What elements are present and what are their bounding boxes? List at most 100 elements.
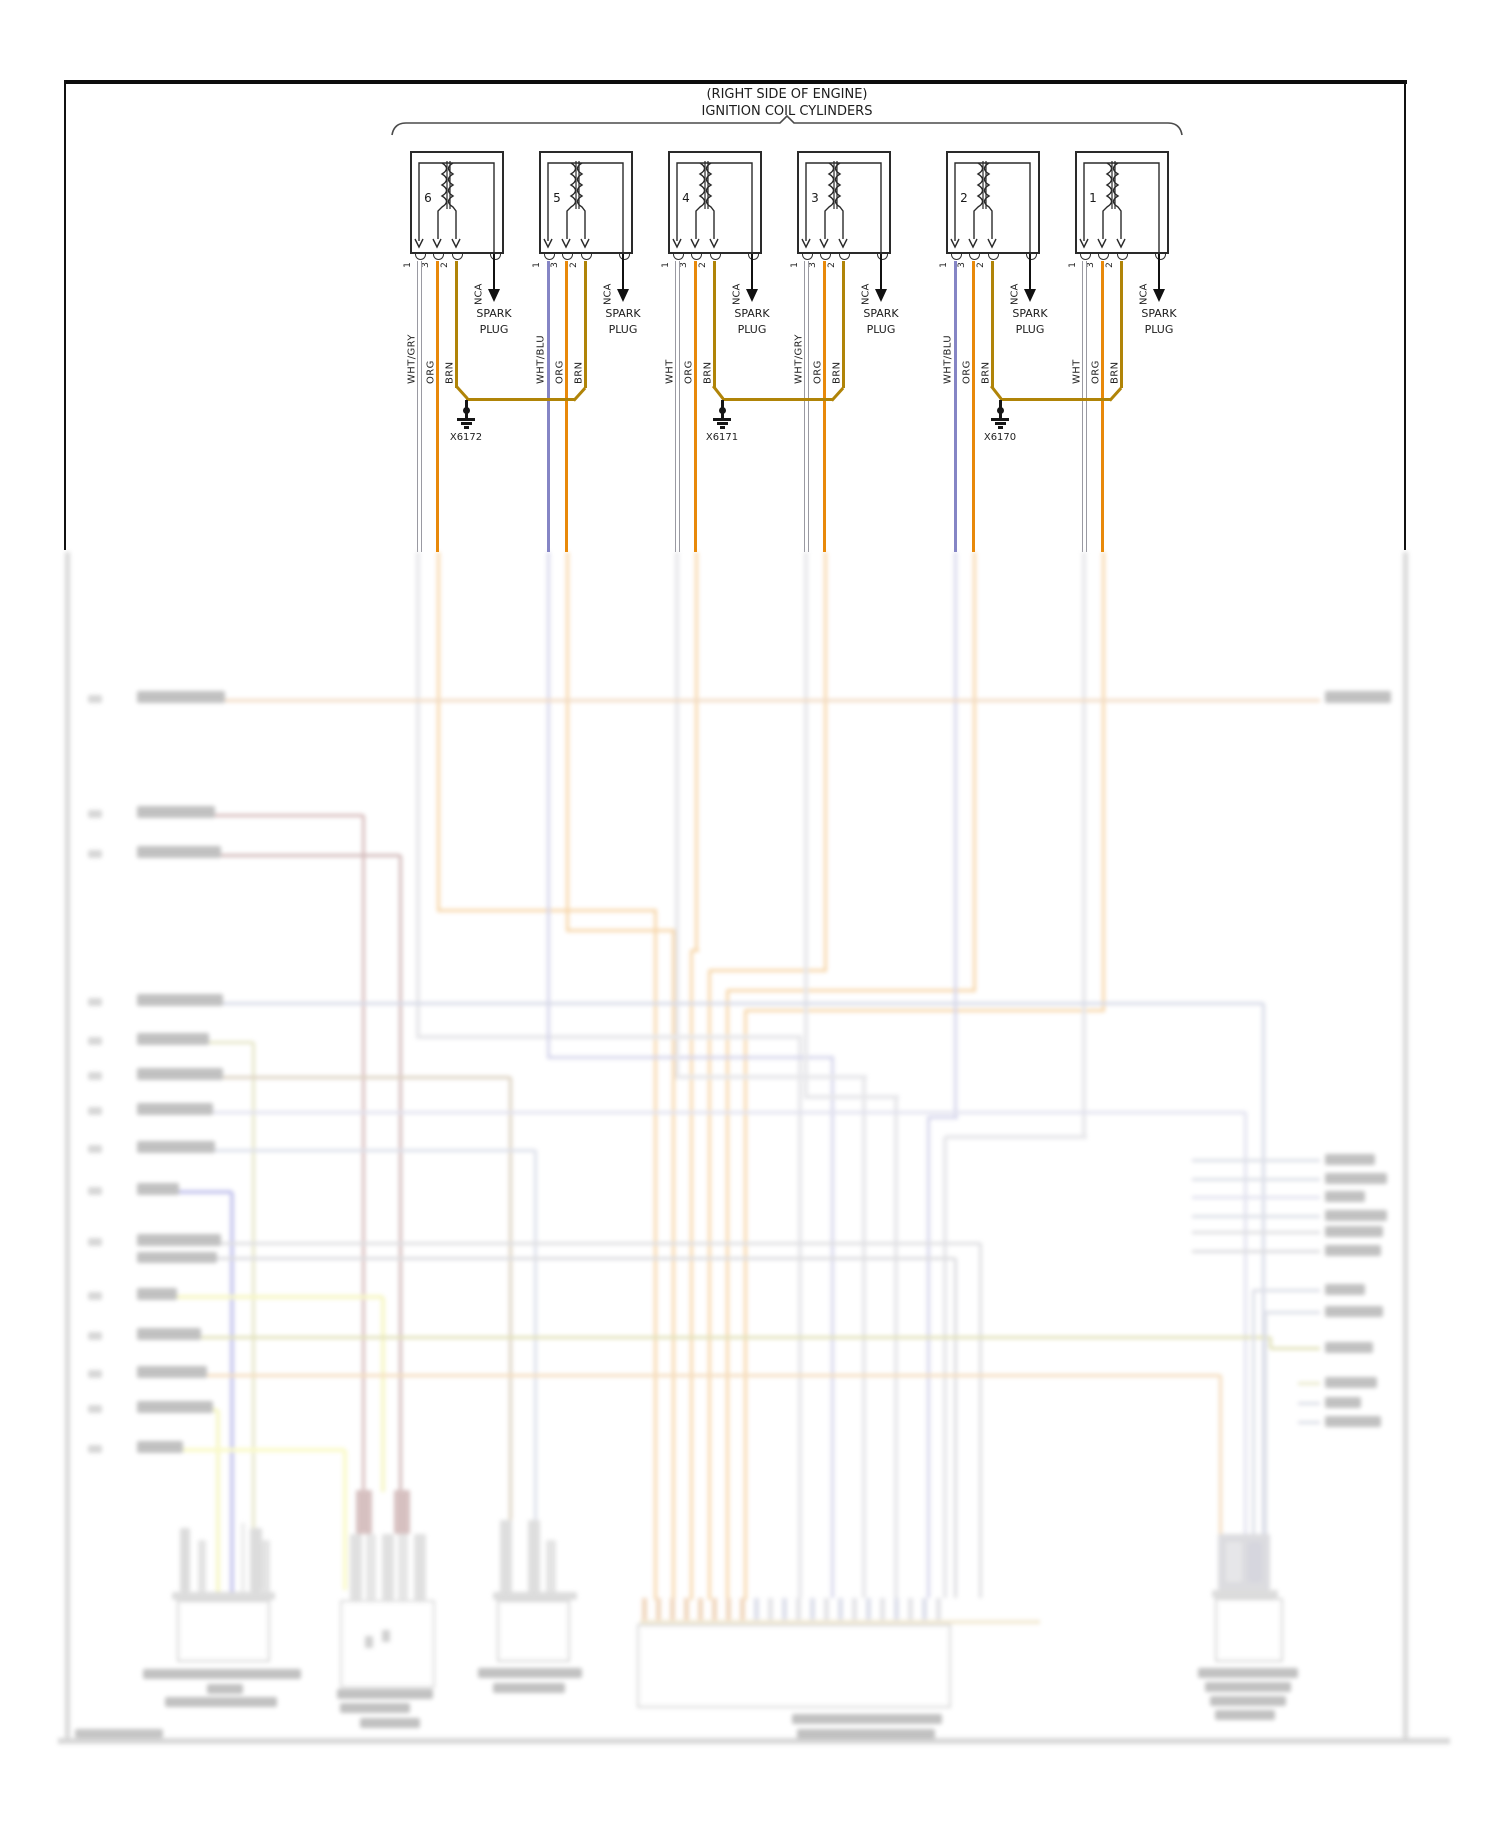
faded-label-blob xyxy=(75,1729,163,1738)
faded-label-blob xyxy=(88,1292,102,1300)
faded-wire xyxy=(361,815,365,1492)
wire-nca xyxy=(1158,254,1160,289)
faded-label-blob xyxy=(88,1037,102,1045)
faded-label-blob xyxy=(137,994,223,1006)
ground-stem xyxy=(465,412,468,418)
faded-label-blob xyxy=(88,810,102,818)
wire-label: BRN xyxy=(831,361,843,385)
faded-wire xyxy=(137,1001,1263,1005)
arrow-down-icon xyxy=(875,289,887,302)
faded-connector-pin xyxy=(684,1598,689,1622)
wire-wht-blu xyxy=(953,261,957,552)
faded-label-blob xyxy=(1205,1682,1291,1692)
faded-label-blob xyxy=(1325,1173,1387,1184)
faded-label-blob xyxy=(137,691,225,703)
faded-connector-pin xyxy=(796,1598,801,1622)
pin-connector-icon xyxy=(1154,254,1166,260)
faded-label-blob xyxy=(137,1401,213,1413)
wire-brn xyxy=(1119,261,1123,388)
faded-label-blob xyxy=(262,1540,270,1592)
pin-connector-icon xyxy=(819,254,831,260)
faded-label-blob xyxy=(366,1534,376,1600)
ground-label: X6170 xyxy=(983,432,1017,443)
faded-label-blob xyxy=(528,1520,540,1598)
faded-label-blob xyxy=(1325,1284,1365,1295)
faded-connector-pin xyxy=(670,1598,675,1622)
wire-org xyxy=(822,261,826,552)
faded-wire xyxy=(398,855,402,1492)
faded-label-blob xyxy=(394,1490,410,1534)
faded-label-blob xyxy=(88,998,102,1006)
faded-label-blob xyxy=(88,850,102,858)
pin-connector-icon xyxy=(672,254,684,260)
faded-label-blob xyxy=(1215,1710,1275,1720)
spark-plug-label: SPARK PLUG xyxy=(734,307,770,336)
faded-label-blob xyxy=(88,1145,102,1153)
ground-stem xyxy=(721,400,724,410)
faded-connector-pin xyxy=(838,1598,843,1622)
faded-wire xyxy=(1298,1401,1320,1405)
coil-symbol xyxy=(1075,151,1169,254)
faded-wire xyxy=(438,908,657,912)
faded-connector-pin xyxy=(880,1598,885,1622)
coil-symbol xyxy=(946,151,1040,254)
faded-wire xyxy=(1261,1003,1265,1534)
faded-label-blob xyxy=(137,1141,215,1153)
ground-bar xyxy=(713,418,731,421)
wire-nca xyxy=(493,254,495,289)
faded-label-blob xyxy=(137,846,221,858)
faded-component-box xyxy=(177,1600,270,1662)
wire-org xyxy=(564,261,568,552)
faded-label-blob xyxy=(382,1630,390,1642)
faded-connector-pin xyxy=(866,1598,871,1622)
wire-label: BRN xyxy=(573,361,585,385)
faded-label-blob xyxy=(340,1703,410,1713)
brace xyxy=(391,114,1183,136)
faded-wire xyxy=(1298,1381,1320,1385)
faded-connector-pin xyxy=(642,1598,647,1622)
faded-label-blob xyxy=(137,1033,209,1045)
wire-label: ORG xyxy=(1090,360,1102,384)
faded-wire xyxy=(137,1408,218,1412)
faded-wire xyxy=(1192,1177,1320,1181)
coil-symbol xyxy=(410,151,504,254)
pin-connector-icon xyxy=(1097,254,1109,260)
wire-brn xyxy=(712,261,716,388)
wire-label: WHT/GRY xyxy=(793,334,805,384)
coil-number: 1 xyxy=(1089,191,1097,205)
ground-stem xyxy=(999,400,1002,410)
faded-border-left xyxy=(64,552,70,1742)
faded-label-blob xyxy=(1226,1542,1242,1582)
faded-wire xyxy=(677,1075,867,1079)
coil-symbol xyxy=(668,151,762,254)
faded-wire xyxy=(862,1077,866,1598)
ground-bar xyxy=(991,418,1009,421)
faded-wire xyxy=(943,1137,947,1598)
pin-connector-icon xyxy=(950,254,962,260)
wire-brn-horizontal xyxy=(722,398,832,401)
faded-label-blob xyxy=(1325,1191,1365,1202)
wire-wht xyxy=(674,261,680,552)
arrow-down-icon xyxy=(746,289,758,302)
pin-connector-icon xyxy=(414,254,426,260)
faded-label-blob xyxy=(88,1187,102,1195)
wire-brn xyxy=(990,261,994,388)
faded-wire xyxy=(418,1035,802,1039)
faded-wire xyxy=(945,1135,1087,1139)
coil-number: 2 xyxy=(960,191,968,205)
faded-label-blob xyxy=(478,1668,582,1678)
wire-wht xyxy=(1081,261,1087,552)
faded-label-blob xyxy=(1325,1397,1361,1408)
wire-label: BRN xyxy=(444,361,456,385)
faded-border-bottom xyxy=(58,1738,1450,1744)
faded-wire xyxy=(1251,1290,1255,1534)
wire-label-nca: NCA xyxy=(1009,283,1021,305)
wire-label: ORG xyxy=(554,360,566,384)
faded-label-blob xyxy=(88,695,102,703)
faded-wire xyxy=(894,1097,898,1598)
wire-label: ORG xyxy=(683,360,695,384)
arrow-down-icon xyxy=(617,289,629,302)
wire-label: WHT/GRY xyxy=(406,334,418,384)
faded-wire xyxy=(1192,1230,1320,1234)
